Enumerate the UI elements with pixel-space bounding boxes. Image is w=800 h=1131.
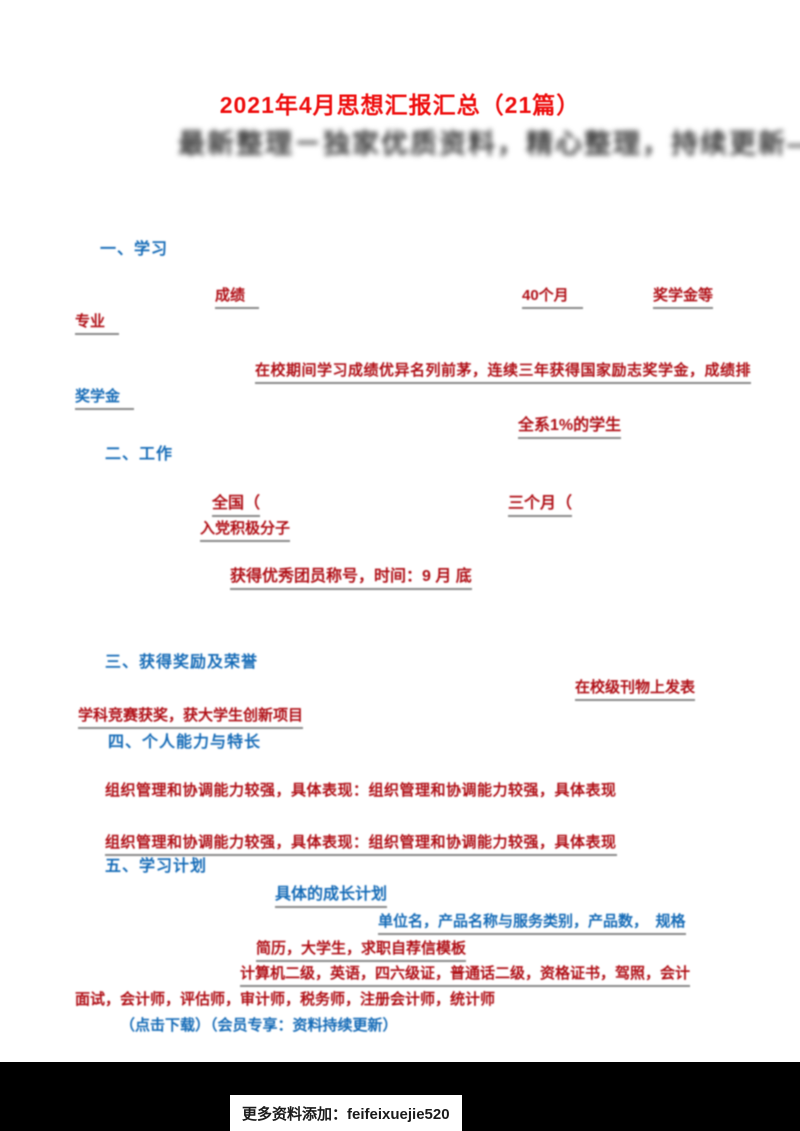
document-subtitle: 最新整理－独家优质资料，精心整理，持续更新—— xyxy=(178,129,800,159)
field-award: 奖学金等 xyxy=(653,287,714,309)
field-competition: 学科竞赛获奖，获大学生创新项目 xyxy=(78,707,304,729)
footer-band: 更多资料添加：feifeixuejie520 xyxy=(0,1062,800,1131)
field-top-percent: 全系1%的学生 xyxy=(518,416,622,440)
section-heading-4: 四、个人能力与特长 xyxy=(108,734,262,751)
field-major: 专业 xyxy=(75,313,120,335)
field-ability-line-2: 组织管理和协调能力较强，具体表现：组织管理和协调能力较强，具体表现 xyxy=(105,834,617,856)
section-heading-1: 一、学习 xyxy=(100,241,169,258)
field-resume-template: 简历，大学生，求职自荐信模板 xyxy=(256,940,467,962)
footer-contact-text: 更多资料添加：feifeixuejie520 xyxy=(242,1105,450,1123)
field-job-titles: 面试，会计师，评估师，审计师，税务师，注册会计师，统计师 xyxy=(75,991,496,1008)
section-heading-2: 二、工作 xyxy=(105,446,174,463)
section-heading-5: 五、学习计划 xyxy=(105,858,208,875)
field-study-achievement: 在校期间学习成绩优异名列前茅，连续三年获得国家励志奖学金，成绩排 xyxy=(255,362,752,384)
document-title: 2021年4月思想汇报汇总（21篇） xyxy=(219,92,581,118)
field-months: 40个月 xyxy=(522,287,583,309)
field-grade: 成绩 xyxy=(215,287,260,309)
field-growth-plan: 具体的成长计划 xyxy=(275,885,388,909)
section-heading-3: 三、获得奖励及荣誉 xyxy=(105,654,259,671)
field-trainee: 入党积极分子 xyxy=(200,520,291,542)
field-member-note: （点击下载）（会员专享：资料持续更新） xyxy=(120,1017,398,1034)
field-three-months: 三个月（ xyxy=(508,494,573,518)
field-ability-line-1: 组织管理和协调能力较强，具体表现：组织管理和协调能力较强，具体表现 xyxy=(105,782,617,799)
footer-contact-box: 更多资料添加：feifeixuejie520 xyxy=(230,1095,462,1131)
field-excellent-award: 获得优秀团员称号，时间：9 月 底 xyxy=(230,567,472,591)
field-scholarship: 奖学金 xyxy=(75,388,135,410)
field-national: 全国（ xyxy=(212,494,261,518)
field-certificates: 计算机二级，英语，四六级证，普通话二级，资格证书，驾照，会计 xyxy=(240,965,691,987)
field-publication: 在校级刊物上发表 xyxy=(575,679,696,701)
field-unit-product: 单位名，产品名称与服务类别，产品数， 规格 xyxy=(378,913,686,935)
